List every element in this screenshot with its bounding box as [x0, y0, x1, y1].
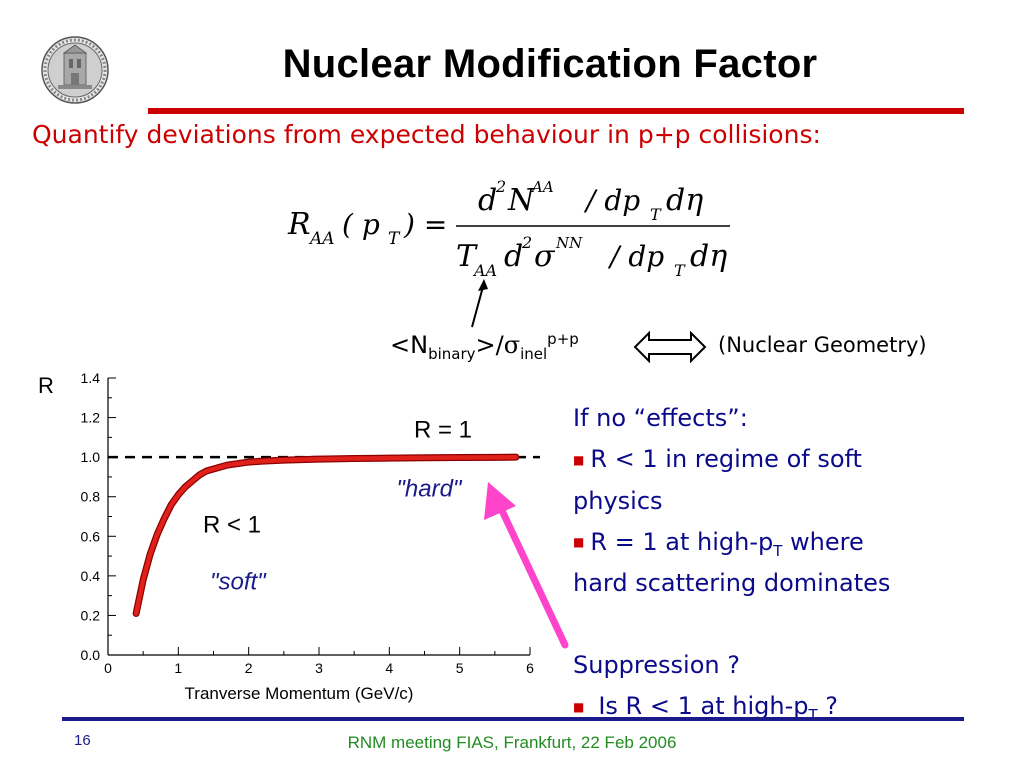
formula-args: ( p [342, 208, 380, 241]
bullet-3-text-b: ? [817, 692, 839, 720]
formula-close: ) = [403, 208, 447, 241]
side-spacer [573, 604, 993, 645]
bullet-2-text-a: R = 1 at high-p [590, 527, 774, 556]
den-T: T [456, 239, 478, 274]
bullet-square-icon: ■ [573, 535, 585, 549]
r-vs-pt-chart: 0.0 0.2 0.4 0.6 0.8 1.0 1.2 1.4 0 1 2 3 4 5 6 R Tranvers… [38, 370, 540, 703]
bullet-1-text-a: R < 1 in regime of soft [590, 445, 862, 473]
side-bullet-3: ■ Is R < 1 at high-pT ? [573, 686, 993, 728]
title-divider [148, 108, 964, 114]
geom-inel: inel [520, 344, 548, 363]
geom-close: >/ [475, 331, 504, 359]
bullet-square-icon: ■ [573, 699, 585, 714]
geometry-expression: <Nbinary>/σinelp+p [390, 330, 579, 363]
num-deta: dη [666, 183, 703, 218]
x-tick-label: 2 [245, 660, 253, 676]
num-N: N [507, 183, 536, 218]
y-tick-label: 1.2 [81, 410, 101, 426]
formula-T: T [388, 229, 401, 249]
num-rest: / dp [583, 184, 640, 217]
den-deta: dη [690, 239, 727, 274]
y-tick-label: 1.0 [81, 449, 101, 465]
x-tick-label: 5 [456, 660, 464, 676]
pointer-arrow-icon [471, 279, 488, 328]
side-text-block: If no “effects”: ■ R < 1 in regime of sof… [573, 398, 993, 728]
den-d: d [504, 239, 523, 274]
university-seal-icon [41, 36, 109, 104]
y-tick-label: 0.6 [81, 528, 101, 544]
double-headed-arrow-icon [633, 331, 707, 363]
annotation-r-less-1: R < 1 [203, 511, 261, 538]
magenta-arrow-icon [484, 482, 569, 649]
formula-R-sub: AA [308, 229, 335, 249]
geom-sigma: σ [503, 331, 521, 359]
x-axis-label: Tranverse Momentum (GeV/c) [185, 684, 414, 703]
bullet-2-T: T [773, 541, 783, 560]
bullet-2-text-b: where [782, 527, 864, 556]
page-number: 16 [74, 732, 91, 749]
geom-pp: p+p [547, 330, 579, 348]
bullet-1-text-b: physics [573, 486, 663, 515]
footer-divider [62, 717, 964, 721]
geom-open: <N [390, 331, 429, 359]
x-tick-label: 1 [174, 660, 182, 676]
annotation-r-equals-1: R = 1 [414, 416, 472, 443]
slide-title: Nuclear Modification Factor [282, 42, 818, 86]
y-tick-label: 0.0 [81, 647, 101, 663]
num-AA: AA [530, 178, 554, 196]
geom-binary: binary [428, 344, 476, 363]
num-T: T [650, 205, 662, 224]
x-tick-label: 0 [104, 660, 112, 676]
x-tick-label: 4 [385, 660, 393, 676]
side-bullet-2: ■ R = 1 at high-pT where [573, 522, 993, 564]
suppression-heading: Suppression ? [573, 651, 740, 679]
y-tick-label: 0.8 [81, 489, 101, 505]
side-bullet-1: ■ R < 1 in regime of soft [573, 439, 993, 481]
side-heading: If no “effects”: [573, 404, 748, 432]
bullet-square-icon: ■ [573, 452, 585, 467]
footer-text: RNM meeting FIAS, Frankfurt, 22 Feb 2006 [347, 733, 677, 752]
den-sigma: σ [534, 239, 556, 274]
num-d: d [478, 183, 497, 218]
y-tick-label: 0.2 [81, 607, 101, 623]
x-tick-label: 3 [315, 660, 323, 676]
nuclear-geometry-label: (Nuclear Geometry) [718, 333, 927, 357]
r-curve [133, 454, 519, 616]
annotation-soft: "soft" [210, 569, 267, 596]
den-rest: / dp [607, 240, 664, 273]
den-2: 2 [521, 233, 532, 252]
den-AA: AA [472, 261, 497, 280]
den-Tsub: T [674, 261, 686, 280]
bullet-3-T: T [808, 705, 818, 724]
bullet-2-text-c: hard scattering dominates [573, 569, 891, 597]
annotation-hard: "hard" [396, 476, 463, 503]
den-NN: NN [555, 234, 583, 252]
formula-R: R [287, 207, 311, 242]
y-tick-label: 1.4 [81, 370, 101, 386]
slide-subtitle: Quantify deviations from expected behavi… [32, 120, 821, 149]
rAA-formula: R AA ( p T ) = d 2 N AA / dp T dη T AA d… [287, 177, 730, 280]
y-axis-label: R [38, 373, 54, 398]
y-tick-label: 0.4 [81, 568, 101, 584]
x-tick-label: 6 [526, 660, 534, 676]
bullet-3-text-a: Is R < 1 at high-p [598, 692, 809, 720]
num-2: 2 [495, 177, 506, 196]
